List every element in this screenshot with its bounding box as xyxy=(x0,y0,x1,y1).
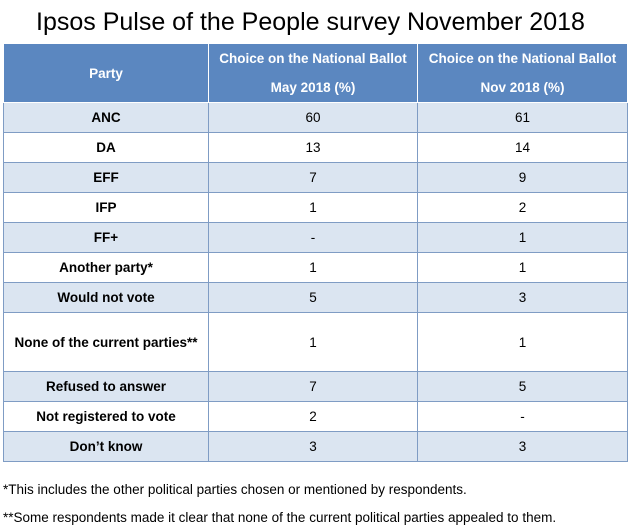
party-cell: Would not vote xyxy=(3,282,209,313)
table-row: Would not vote 5 3 xyxy=(3,282,628,313)
may-value-cell: 1 xyxy=(208,312,418,372)
header-party: Party xyxy=(3,43,209,103)
party-cell: Don’t know xyxy=(3,431,209,462)
nov-value-cell: 14 xyxy=(417,132,628,163)
table-row: Another party* 1 1 xyxy=(3,252,628,283)
footnote-other-parties: *This includes the other political parti… xyxy=(3,482,467,497)
table-row: EFF 7 9 xyxy=(3,162,628,193)
table-row: DA 13 14 xyxy=(3,132,628,163)
may-value-cell: 7 xyxy=(208,371,418,402)
party-cell: ANC xyxy=(3,102,209,133)
footnote-none-of-current: **Some respondents made it clear that no… xyxy=(3,510,557,525)
nov-value-cell: 61 xyxy=(417,102,628,133)
nov-value-cell: 3 xyxy=(417,282,628,313)
may-value-cell: 2 xyxy=(208,401,418,432)
party-cell: DA xyxy=(3,132,209,163)
table-row: ANC 60 61 xyxy=(3,102,628,133)
may-value-cell: 1 xyxy=(208,192,418,223)
nov-value-cell: 1 xyxy=(417,312,628,372)
may-value-cell: 3 xyxy=(208,431,418,462)
party-cell: FF+ xyxy=(3,222,209,253)
nov-value-cell: 9 xyxy=(417,162,628,193)
party-cell: EFF xyxy=(3,162,209,193)
may-value-cell: 13 xyxy=(208,132,418,163)
table-row: FF+ - 1 xyxy=(3,222,628,253)
party-cell: Another party* xyxy=(3,252,209,283)
party-cell: Not registered to vote xyxy=(3,401,209,432)
table-row: Don’t know 3 3 xyxy=(3,431,628,462)
table-row: Not registered to vote 2 - xyxy=(3,401,628,432)
table-row: Refused to answer 7 5 xyxy=(3,371,628,402)
table-row: None of the current parties** 1 1 xyxy=(3,312,628,372)
nov-value-cell: 3 xyxy=(417,431,628,462)
nov-value-cell: - xyxy=(417,401,628,432)
table-header-row: Party Choice on the National Ballot May … xyxy=(3,43,628,103)
page-title: Ipsos Pulse of the People survey Novembe… xyxy=(36,8,585,36)
nov-value-cell: 1 xyxy=(417,222,628,253)
nov-value-cell: 1 xyxy=(417,252,628,283)
header-nov-2018: Choice on the National Ballot Nov 2018 (… xyxy=(417,43,628,103)
may-value-cell: - xyxy=(208,222,418,253)
may-value-cell: 60 xyxy=(208,102,418,133)
may-value-cell: 7 xyxy=(208,162,418,193)
party-cell: None of the current parties** xyxy=(3,312,209,372)
nov-value-cell: 2 xyxy=(417,192,628,223)
party-cell: Refused to answer xyxy=(3,371,209,402)
nov-value-cell: 5 xyxy=(417,371,628,402)
table-row: IFP 1 2 xyxy=(3,192,628,223)
may-value-cell: 1 xyxy=(208,252,418,283)
may-value-cell: 5 xyxy=(208,282,418,313)
survey-table: Party Choice on the National Ballot May … xyxy=(3,43,628,462)
header-may-2018: Choice on the National Ballot May 2018 (… xyxy=(208,43,418,103)
party-cell: IFP xyxy=(3,192,209,223)
